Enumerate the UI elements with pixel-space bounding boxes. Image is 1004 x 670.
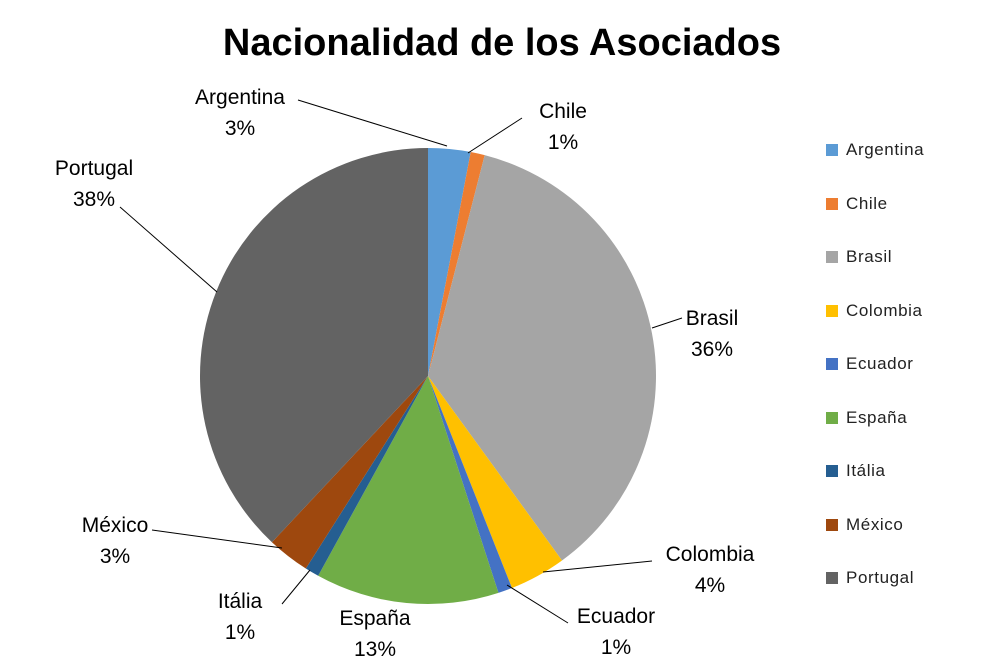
data-label-name: Ecuador <box>577 605 655 628</box>
legend-swatch <box>826 144 838 156</box>
leader-line-itália <box>281 569 311 605</box>
pie-slice-ecuador <box>428 376 512 593</box>
pie-slice-méxico <box>271 376 428 569</box>
data-label-name: Brasil <box>686 307 739 330</box>
data-label-name: España <box>339 607 411 630</box>
legend-swatch <box>826 251 838 263</box>
data-label-name: Chile <box>539 100 587 123</box>
legend-swatch <box>826 304 838 317</box>
leader-line-chile <box>467 117 523 154</box>
pie-slice-chile <box>428 152 485 376</box>
legend-label: Argentina <box>846 140 925 159</box>
legend-item-argentina: Argentina <box>826 140 924 160</box>
data-label-name: Argentina <box>195 86 285 109</box>
data-label-percent: 3% <box>100 545 130 568</box>
data-label-name: México <box>82 514 149 537</box>
pie-slice-colombia <box>428 376 563 588</box>
pie-slice-brasil <box>428 155 657 561</box>
data-label-percent: 1% <box>548 131 578 154</box>
data-label-percent: 1% <box>225 621 255 644</box>
leader-line-ecuador <box>506 584 569 624</box>
data-label-percent: 1% <box>601 636 631 659</box>
pie-slice-argentina <box>428 148 471 376</box>
legend-item-españa: España <box>826 408 907 428</box>
legend-label: Itália <box>846 461 886 480</box>
data-label-name: Portugal <box>55 157 133 180</box>
legend-label: Ecuador <box>846 354 914 373</box>
legend-item-ecuador: Ecuador <box>826 354 914 374</box>
legend-label: México <box>846 514 904 534</box>
leader-line-méxico <box>151 529 283 549</box>
legend-swatch <box>826 465 838 477</box>
legend-label: España <box>846 407 908 427</box>
leader-line-brasil <box>651 317 683 329</box>
pie-slice-portugal <box>200 148 428 543</box>
legend-item-itália: Itália <box>826 461 886 481</box>
legend-label: Portugal <box>846 568 915 587</box>
legend-item-portugal: Portugal <box>826 568 914 588</box>
pie-slice-españa <box>318 376 499 605</box>
legend-swatch <box>826 518 838 531</box>
chart-title: Nacionalidad de los Asociados <box>222 22 782 64</box>
legend-swatch <box>826 411 838 424</box>
data-label-name: Itália <box>218 590 263 613</box>
data-label-percent: 36% <box>691 338 733 361</box>
data-label-percent: 4% <box>695 574 725 597</box>
pie-slice-itália <box>305 376 428 576</box>
data-label-percent: 3% <box>225 117 255 140</box>
legend-label: Colombia <box>846 300 923 320</box>
leader-line-portugal <box>119 206 218 293</box>
legend-swatch <box>826 572 838 584</box>
leader-line-argentina <box>297 99 448 147</box>
legend-item-colombia: Colombia <box>826 301 923 321</box>
data-label-percent: 38% <box>73 188 115 211</box>
data-label-percent: 13% <box>354 638 396 661</box>
legend-item-méxico: México <box>826 515 903 535</box>
legend-swatch <box>826 358 838 370</box>
legend-item-chile: Chile <box>826 194 888 214</box>
leader-line-colombia <box>542 560 653 573</box>
legend-item-brasil: Brasil <box>826 247 892 267</box>
legend-label: Brasil <box>846 247 893 266</box>
legend-swatch <box>826 197 838 210</box>
data-label-name: Colombia <box>666 543 755 566</box>
legend-label: Chile <box>846 193 888 213</box>
